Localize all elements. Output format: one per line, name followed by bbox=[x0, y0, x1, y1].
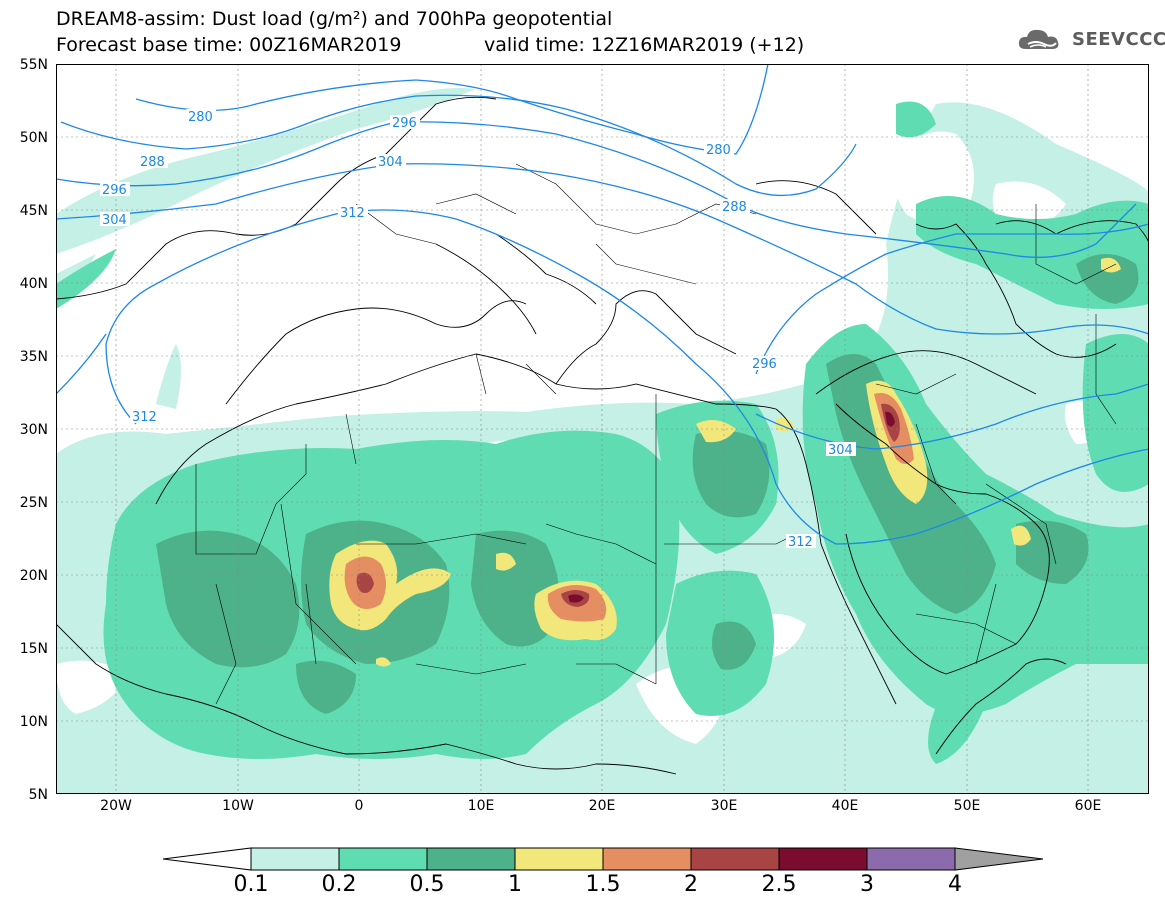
contour-sw bbox=[56, 333, 107, 395]
borders bbox=[195, 163, 1117, 705]
lon-label: 10E bbox=[467, 798, 495, 814]
lon-label: 10W bbox=[222, 798, 254, 814]
colorbar-bin bbox=[250, 847, 340, 871]
contour-label: 312 bbox=[340, 206, 365, 221]
colorbar-arrow-right bbox=[954, 847, 1043, 871]
lat-label: 5N bbox=[28, 787, 48, 803]
contour-304 bbox=[56, 163, 1149, 335]
lat-label: 25N bbox=[19, 495, 48, 511]
contour-label: 304 bbox=[102, 213, 127, 228]
contour-296 bbox=[56, 121, 1137, 258]
legend-label: 2.5 bbox=[761, 872, 797, 897]
legend-label: 4 bbox=[948, 872, 962, 897]
forecast-base-time: Forecast base time: 00Z16MAR2019 bbox=[56, 34, 402, 56]
contour-label: 304 bbox=[378, 155, 403, 170]
contour-labels: 280 288 296 304 312 280 288 296 304 312 … bbox=[100, 109, 856, 550]
contour-label: 312 bbox=[788, 535, 813, 550]
contour-label: 280 bbox=[706, 143, 731, 158]
cloud-logo-icon bbox=[1018, 29, 1059, 49]
legend-label: 0.2 bbox=[321, 872, 357, 897]
contour-label: 296 bbox=[102, 183, 127, 198]
legend-label: 2 bbox=[684, 872, 698, 897]
lat-label: 50N bbox=[19, 130, 48, 146]
colorbar-bin bbox=[338, 847, 428, 871]
lat-label: 20N bbox=[19, 568, 48, 584]
lat-label: 35N bbox=[19, 349, 48, 365]
contour-312 bbox=[105, 209, 1149, 545]
dust-level-2.5 bbox=[568, 411, 895, 603]
colorbar-bin bbox=[426, 847, 516, 871]
legend-label: 3 bbox=[860, 872, 874, 897]
lon-label: 20W bbox=[100, 798, 132, 814]
contour-288 bbox=[60, 94, 857, 197]
lat-label: 15N bbox=[19, 641, 48, 657]
colorbar-bin bbox=[866, 847, 956, 871]
lat-label: 40N bbox=[19, 276, 48, 292]
lat-label: 10N bbox=[19, 714, 48, 730]
legend-label: 1.5 bbox=[585, 872, 621, 897]
colorbar bbox=[163, 847, 1043, 871]
contour-label: 304 bbox=[828, 443, 853, 458]
chart-title: DREAM8-assim: Dust load (g/m²) and 700hP… bbox=[56, 8, 613, 30]
lon-label: 40E bbox=[831, 798, 859, 814]
coastlines bbox=[56, 96, 1149, 775]
colorbar-arrow-left bbox=[163, 847, 252, 871]
contour-296b bbox=[755, 223, 1149, 375]
legend-label: 0.1 bbox=[233, 872, 269, 897]
colorbar-bin bbox=[514, 847, 604, 871]
lat-label: 30N bbox=[19, 422, 48, 438]
lon-label: 60E bbox=[1074, 798, 1102, 814]
lon-label: 0 bbox=[354, 798, 364, 814]
lon-label: 50E bbox=[953, 798, 981, 814]
legend-label: 1 bbox=[508, 872, 522, 897]
lat-label: 55N bbox=[19, 57, 48, 73]
colorbar-bin bbox=[602, 847, 692, 871]
contour-label: 312 bbox=[132, 410, 157, 425]
logo-text: SEEVCCC bbox=[1072, 28, 1165, 50]
contour-label: 296 bbox=[392, 116, 417, 131]
valid-time: valid time: 12Z16MAR2019 (+12) bbox=[484, 34, 805, 56]
lon-label: 30E bbox=[710, 798, 738, 814]
contour-label: 280 bbox=[188, 110, 213, 125]
colorbar-bin bbox=[778, 847, 868, 871]
legend-label: 0.5 bbox=[409, 872, 445, 897]
seevccc-logo: SEEVCCC bbox=[1016, 22, 1165, 56]
dust-map: 280 288 296 304 312 280 288 296 304 312 … bbox=[56, 64, 1149, 794]
colorbar-bin bbox=[690, 847, 780, 871]
contour-label: 288 bbox=[722, 200, 747, 215]
contour-label: 296 bbox=[752, 357, 777, 372]
lon-label: 20E bbox=[588, 798, 616, 814]
lat-label: 45N bbox=[19, 203, 48, 219]
gridlines bbox=[56, 64, 1149, 794]
contour-label: 288 bbox=[140, 155, 165, 170]
